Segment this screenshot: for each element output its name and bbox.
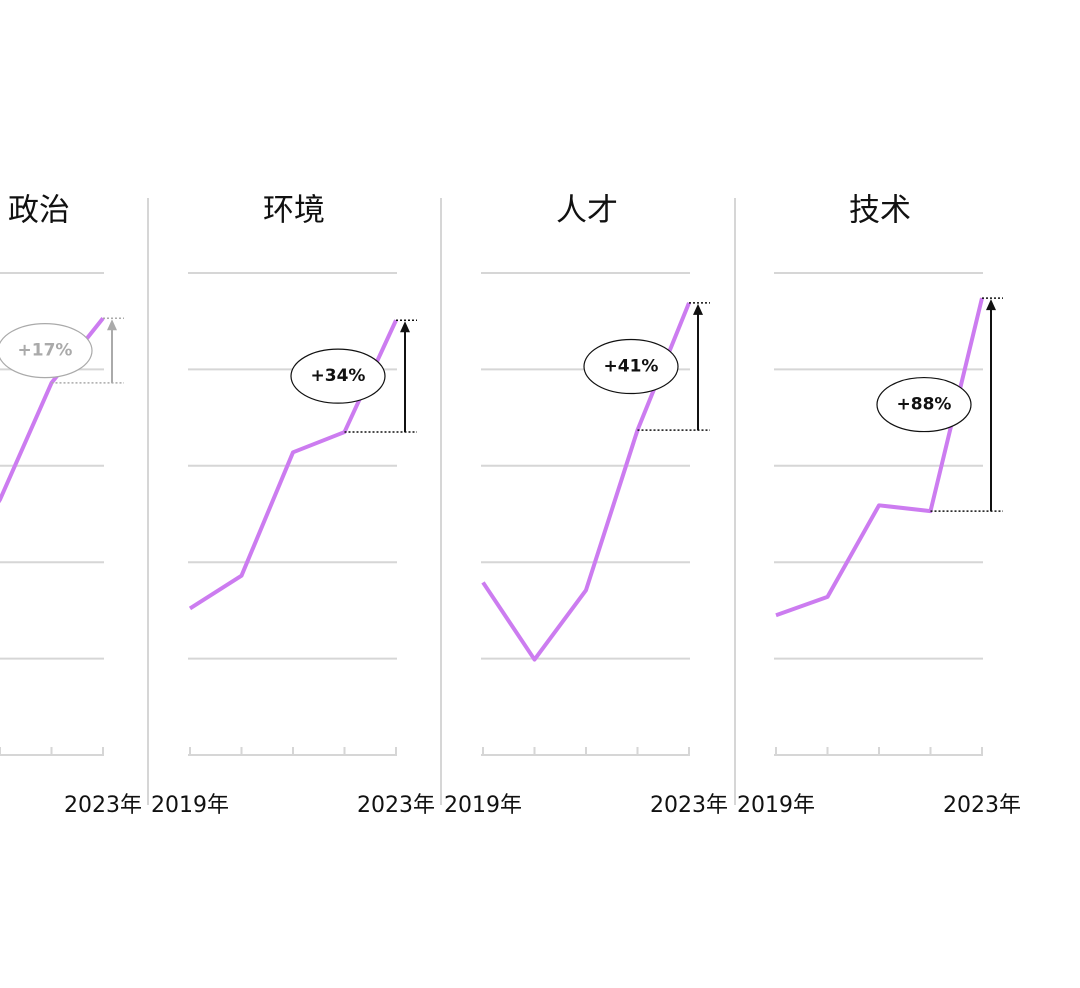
annotation-bubble: [583, 338, 679, 395]
panel-title: 环境: [263, 193, 325, 229]
panel-title: 技术: [849, 193, 911, 229]
annotation-bubble: [0, 323, 93, 379]
x-tick-label: 2023年: [650, 793, 728, 818]
data-line: [775, 297, 984, 618]
panel-title: 人才: [556, 193, 618, 229]
x-tick-label: 2019年: [444, 793, 522, 818]
panel-title: 政治: [8, 193, 70, 229]
x-tick-label: 2019年: [737, 793, 815, 818]
annotation-label: +88%: [897, 395, 952, 415]
annotation-bubble: [290, 348, 386, 404]
annotation-bubble: [876, 376, 972, 433]
annotation-arrowhead: [107, 319, 117, 331]
annotation-label: +41%: [604, 357, 659, 377]
annotation-label: +34%: [311, 366, 366, 386]
annotation-arrowhead: [693, 303, 703, 315]
x-tick-label: 2019年: [151, 793, 229, 818]
x-tick-label: 2023年: [357, 793, 435, 818]
annotation-arrowhead: [400, 321, 410, 333]
annotation-label: +17%: [18, 341, 73, 361]
x-tick-label: 2023年: [943, 793, 1021, 818]
x-tick-label: 2023年: [64, 793, 142, 818]
annotation-arrowhead: [986, 299, 996, 311]
